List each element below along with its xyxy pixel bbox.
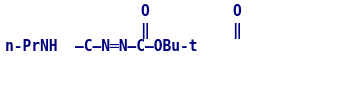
Text: O: O bbox=[140, 4, 149, 19]
Text: n-PrNH  —C—N═N—C—OBu-t: n-PrNH —C—N═N—C—OBu-t bbox=[5, 39, 198, 54]
Text: ‖: ‖ bbox=[140, 23, 149, 39]
Text: ‖: ‖ bbox=[233, 23, 241, 39]
Text: O: O bbox=[233, 4, 241, 19]
